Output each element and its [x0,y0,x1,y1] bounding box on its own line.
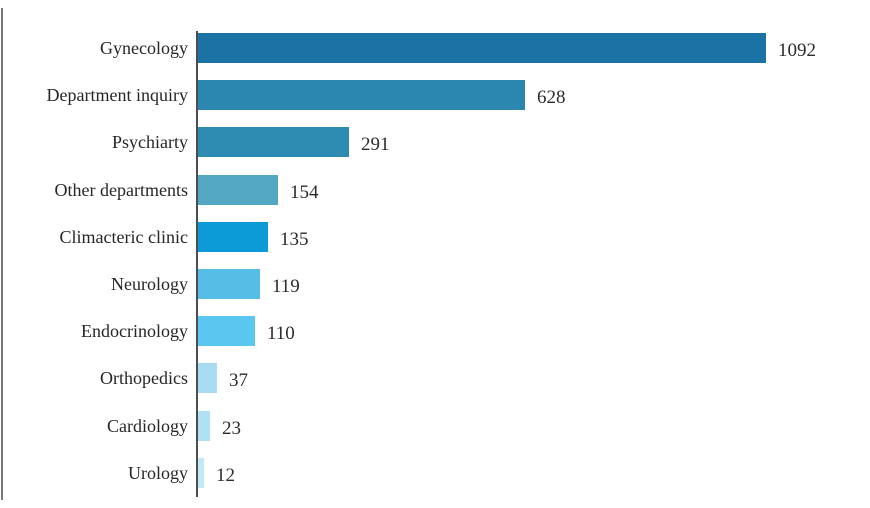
category-label: Urology [128,463,188,483]
value-label: 291 [361,134,390,155]
category-label: Department inquiry [46,85,188,105]
bar [198,127,349,157]
scan-edge-artifact [1,8,3,500]
bar [198,458,204,488]
value-label: 110 [267,323,295,344]
category-label: Neurology [111,274,188,294]
category-label: Orthopedics [100,368,188,388]
bar [198,316,255,346]
value-label: 12 [216,465,235,486]
category-label: Cardiology [107,416,188,436]
bar [198,33,766,63]
category-label: Climacteric clinic [59,227,188,247]
category-label: Endocrinology [81,321,188,341]
bar [198,411,210,441]
value-label: 23 [222,418,241,439]
category-label: Psychiarty [112,132,188,152]
value-label: 1092 [778,40,816,61]
category-label: Other departments [54,180,188,200]
bar [198,222,268,252]
value-label: 135 [280,229,309,250]
bar [198,80,525,110]
y-axis-line [196,31,198,497]
bar [198,269,260,299]
bar [198,175,278,205]
value-label: 628 [537,87,566,108]
bar [198,363,217,393]
value-label: 119 [272,276,300,297]
value-label: 37 [229,370,248,391]
category-label: Gynecology [100,38,188,58]
value-label: 154 [290,182,319,203]
